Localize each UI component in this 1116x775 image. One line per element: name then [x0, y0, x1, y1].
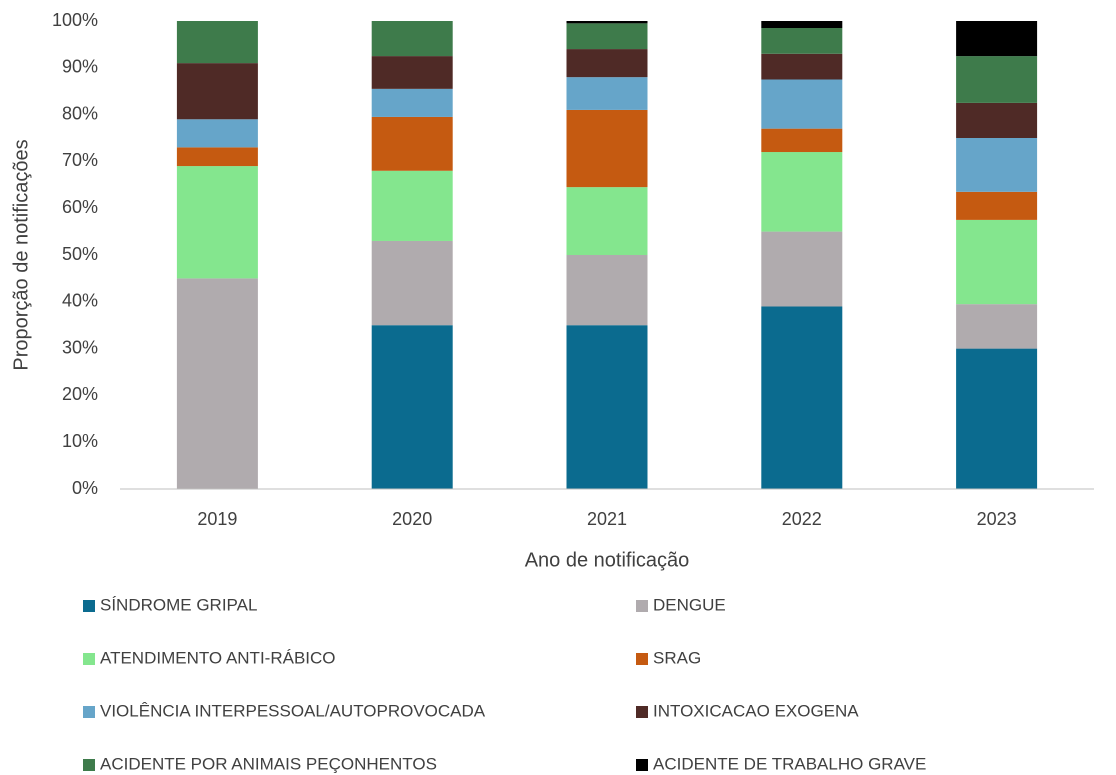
y-tick-label: 0%: [72, 478, 98, 498]
y-tick-label: 40%: [62, 291, 98, 311]
bar-segment: [761, 128, 843, 153]
legend-text: ACIDENTE POR ANIMAIS PEÇONHENTOS: [100, 754, 437, 773]
legend-swatch: [83, 600, 95, 612]
bar-segment: [956, 21, 1038, 57]
bar-segment: [176, 166, 258, 279]
bar-segment: [956, 56, 1038, 103]
legend-swatch: [636, 653, 648, 665]
bar-segment: [176, 21, 258, 64]
legend-swatch: [636, 600, 648, 612]
y-tick-label: 80%: [62, 103, 98, 123]
bar-segment: [176, 278, 258, 489]
bar-segment: [371, 56, 453, 89]
bar-segment: [761, 21, 843, 29]
x-axis-title: Ano de notificação: [525, 549, 690, 571]
bar-segment: [371, 21, 453, 57]
y-tick-label: 50%: [62, 244, 98, 264]
y-tick-label: 10%: [62, 431, 98, 451]
legend-text: ATENDIMENTO ANTI-RÁBICO: [100, 648, 336, 667]
bar-segment: [956, 191, 1038, 220]
y-tick-label: 70%: [62, 150, 98, 170]
bar-segment: [176, 119, 258, 148]
bar-segment: [956, 102, 1038, 138]
legend-text: INTOXICACAO EXOGENA: [653, 701, 859, 720]
legend-swatch: [83, 653, 95, 665]
y-tick-label: 20%: [62, 384, 98, 404]
legend-swatch: [636, 759, 648, 771]
bar-segment: [566, 49, 648, 78]
bar-segment: [761, 28, 843, 54]
legend-swatch: [83, 759, 95, 771]
legend-text: SÍNDROME GRIPAL: [100, 595, 257, 614]
y-tick-label: 90%: [62, 57, 98, 77]
bar-segment: [176, 63, 258, 120]
legend-text: DENGUE: [653, 595, 726, 614]
bar-segment: [371, 240, 453, 326]
bar-segment: [956, 219, 1038, 305]
bar-segment: [761, 53, 843, 80]
bar-segment: [566, 77, 648, 110]
bar-segment: [371, 88, 453, 117]
legend-text: SRAG: [653, 648, 701, 667]
bar-segment: [761, 152, 843, 232]
bar-segment: [371, 325, 453, 489]
bar-segment: [566, 325, 648, 489]
bar-segment: [371, 116, 453, 171]
x-tick-label: 2022: [782, 509, 822, 529]
y-tick-label: 30%: [62, 337, 98, 357]
bar-segment: [956, 304, 1038, 349]
bar-segment: [566, 109, 648, 188]
legend-swatch: [636, 706, 648, 718]
x-tick-label: 2023: [977, 509, 1017, 529]
x-tick-label: 2019: [197, 509, 237, 529]
bar-segment: [566, 187, 648, 255]
bar-segment: [956, 138, 1038, 192]
legend-swatch: [83, 706, 95, 718]
x-tick-label: 2020: [392, 509, 432, 529]
y-tick-label: 60%: [62, 197, 98, 217]
bar-segment: [956, 348, 1038, 489]
bar-segment: [176, 147, 258, 167]
bar-segment: [761, 231, 843, 307]
legend-text: VIOLÊNCIA INTERPESSOAL/AUTOPROVOCADA: [100, 701, 486, 720]
y-axis-title: Proporção de notificações: [10, 139, 32, 370]
legend-text: ACIDENTE DE TRABALHO GRAVE: [653, 754, 926, 773]
bar-segment: [566, 21, 648, 24]
x-tick-label: 2021: [587, 509, 627, 529]
bar-segment: [371, 170, 453, 241]
bar-segment: [761, 306, 843, 489]
bar-segment: [566, 23, 648, 50]
bar-segment: [566, 255, 648, 326]
bar-segment: [761, 79, 843, 129]
y-tick-label: 100%: [52, 10, 98, 30]
